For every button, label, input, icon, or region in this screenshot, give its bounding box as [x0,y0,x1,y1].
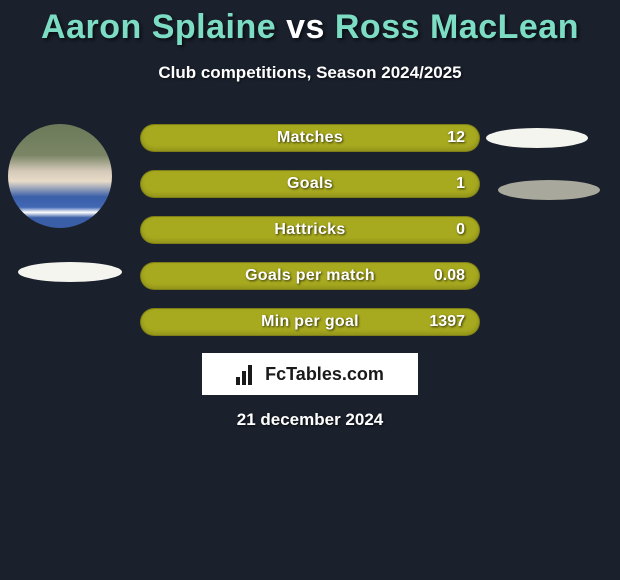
stat-bar-goals-per-match: Goals per match 0.08 [140,262,480,290]
page-title: Aaron Splaine vs Ross MacLean [0,0,620,47]
title-vs: vs [286,8,325,46]
subtitle: Club competitions, Season 2024/2025 [0,63,620,83]
player-b-pill-1 [486,128,588,148]
stat-label: Matches [141,125,479,151]
comparison-infographic: Aaron Splaine vs Ross MacLean Club compe… [0,0,620,580]
stat-label: Goals per match [141,263,479,289]
stat-value: 1 [456,171,465,197]
stat-label: Hattricks [141,217,479,243]
title-player-a: Aaron Splaine [41,8,276,46]
player-a-avatar [8,124,112,228]
title-player-b: Ross MacLean [335,8,579,46]
stat-bars: Matches 12 Goals 1 Hattricks 0 Goals per… [140,124,480,354]
stat-value: 12 [447,125,465,151]
player-a-name-pill [18,262,122,282]
stat-value: 0.08 [434,263,465,289]
bar-chart-icon [236,363,258,385]
brand-text: FcTables.com [265,364,384,385]
stat-value: 0 [456,217,465,243]
stat-bar-goals: Goals 1 [140,170,480,198]
brand-badge: FcTables.com [202,353,418,395]
stat-bar-hattricks: Hattricks 0 [140,216,480,244]
stat-value: 1397 [429,309,465,335]
stat-label: Goals [141,171,479,197]
stat-bar-min-per-goal: Min per goal 1397 [140,308,480,336]
stat-bar-matches: Matches 12 [140,124,480,152]
date-text: 21 december 2024 [0,410,620,430]
player-b-pill-2 [498,180,600,200]
